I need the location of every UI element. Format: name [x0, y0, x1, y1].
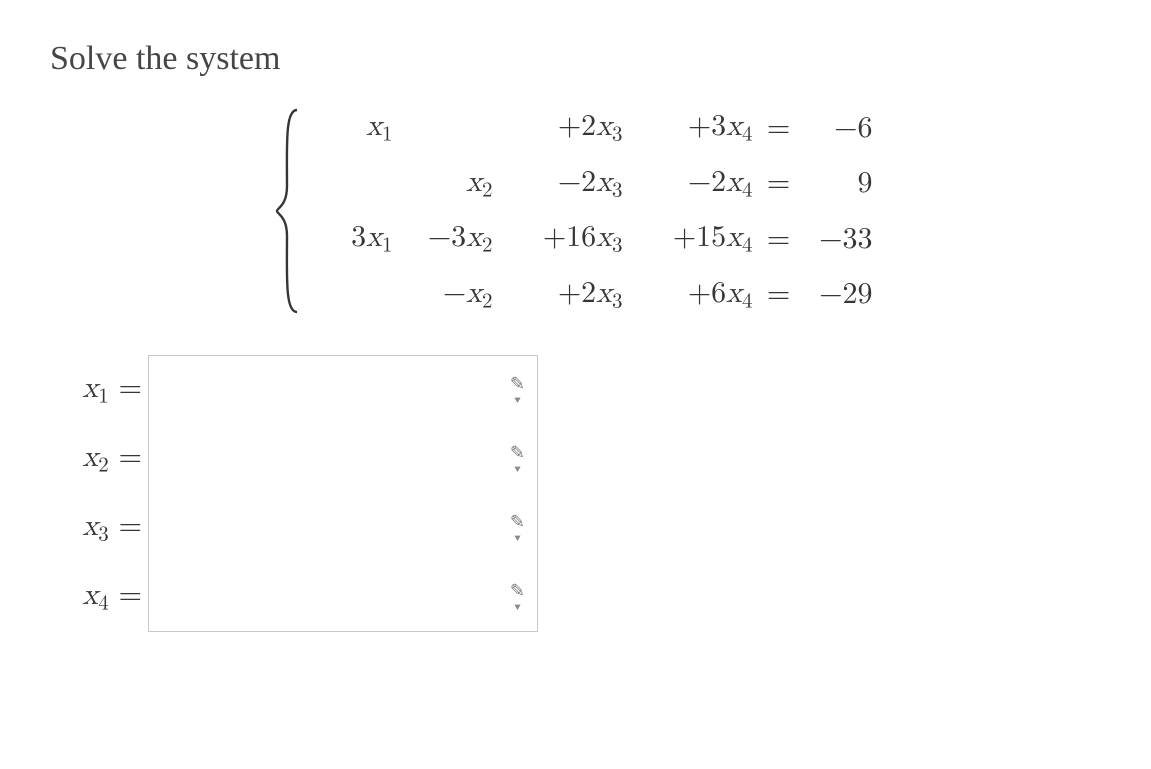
answer-input-wrap: ✎ ▾ — [148, 424, 538, 494]
eq-cell: x2 — [399, 162, 499, 205]
eq-cell: +2x3 — [499, 273, 629, 316]
eq-cell: −33 — [799, 219, 879, 259]
answer-label: x3 = — [54, 508, 148, 547]
eq-cell: = — [759, 219, 799, 259]
equation-editor-icon[interactable]: ✎ ▾ — [510, 376, 525, 405]
eq-cell: +3x4 — [629, 106, 759, 149]
chevron-down-icon: ▾ — [514, 601, 521, 611]
equation-grid: x1 +2x3 +3x4 = −6 x2 −2x3 −2x4 = 9 3x1 −… — [309, 106, 879, 316]
left-brace — [273, 106, 303, 316]
eq-cell — [309, 292, 399, 296]
equation-editor-icon[interactable]: ✎ ▾ — [510, 513, 525, 542]
answer-row-x3: x3 = ✎ ▾ — [54, 493, 1101, 563]
eq-cell: +2x3 — [499, 106, 629, 149]
answer-label: x2 = — [54, 439, 148, 478]
pencil-icon: ✎ — [510, 444, 525, 462]
equation-system: x1 +2x3 +3x4 = −6 x2 −2x3 −2x4 = 9 3x1 −… — [50, 106, 1101, 316]
eq-cell: −2x3 — [499, 162, 629, 205]
pencil-icon: ✎ — [510, 513, 525, 531]
answer-row-x1: x1 = ✎ ▾ — [54, 355, 1101, 425]
problem-prompt: Solve the system — [50, 40, 1101, 78]
answer-row-x4: x4 = ✎ ▾ — [54, 562, 1101, 632]
equation-editor-icon[interactable]: ✎ ▾ — [510, 444, 525, 473]
answer-input-x3[interactable] — [149, 493, 537, 562]
chevron-down-icon: ▾ — [514, 532, 521, 542]
eq-cell: +16x3 — [499, 217, 629, 260]
answer-input-wrap: ✎ ▾ — [148, 355, 538, 425]
answer-input-wrap: ✎ ▾ — [148, 493, 538, 563]
answer-label: x1 = — [54, 370, 148, 409]
answer-input-x4[interactable] — [149, 562, 537, 631]
answer-input-x2[interactable] — [149, 424, 537, 493]
answer-input-x1[interactable] — [149, 356, 537, 424]
eq-cell: = — [759, 108, 799, 148]
eq-cell: −6 — [799, 108, 879, 148]
eq-cell: −3x2 — [399, 217, 499, 260]
eq-cell — [309, 181, 399, 185]
pencil-icon: ✎ — [510, 582, 525, 600]
eq-cell: 9 — [799, 163, 879, 203]
eq-cell: +6x4 — [629, 273, 759, 316]
equation-editor-icon[interactable]: ✎ ▾ — [510, 582, 525, 611]
eq-cell: = — [759, 274, 799, 314]
eq-cell: = — [759, 163, 799, 203]
eq-cell: 3x1 — [309, 217, 399, 260]
answer-input-wrap: ✎ ▾ — [148, 562, 538, 632]
chevron-down-icon: ▾ — [514, 395, 521, 405]
eq-cell: +15x4 — [629, 217, 759, 260]
answer-row-x2: x2 = ✎ ▾ — [54, 424, 1101, 494]
eq-cell: −29 — [799, 274, 879, 314]
eq-cell: x1 — [309, 106, 399, 149]
answer-label: x4 = — [54, 577, 148, 616]
chevron-down-icon: ▾ — [514, 463, 521, 473]
eq-cell: −x2 — [399, 273, 499, 316]
answers-block: x1 = ✎ ▾ x2 = ✎ ▾ x3 = — [54, 355, 1101, 632]
pencil-icon: ✎ — [510, 376, 525, 394]
eq-cell: −2x4 — [629, 162, 759, 205]
eq-cell — [399, 126, 499, 130]
